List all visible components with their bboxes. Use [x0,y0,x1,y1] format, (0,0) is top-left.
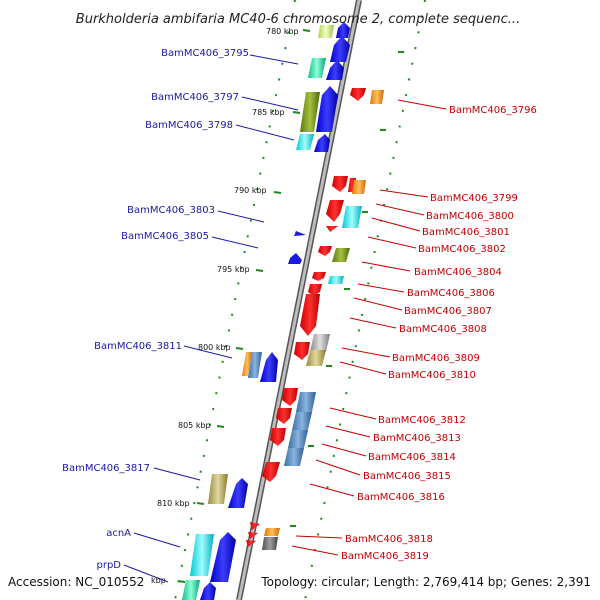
gene-arrow [314,134,330,152]
kbp-label-800: 800 kbp [198,343,231,352]
gene-label: BamMC406_3795 [161,48,249,59]
forward-strand-genes [182,22,350,600]
gene-arrow [294,231,306,236]
gene-feature [296,134,314,150]
gene-feature [342,206,362,228]
gene-arrow [228,478,248,508]
gene-label: BamMC406_3804 [414,267,502,278]
gene-label: BamMC406_3813 [373,433,461,444]
gene-label: BamMC406_3819 [341,551,429,562]
leader-lines-reverse [291,99,447,556]
gene-arrow [294,342,310,360]
map-title: Burkholderia ambifaria MC40-6 chromosome… [76,12,520,27]
gene-arrow [262,462,280,482]
gene-arrow [300,294,320,336]
topology-text: Topology: circular; Length: 2,769,414 bp… [260,575,591,589]
gene-feature [370,90,384,104]
gene-label: BamMC406_3805 [121,231,209,242]
gene-arrow [326,226,338,232]
gene-feature [332,248,350,262]
gene-arrow [260,352,278,382]
reverse-strand-genes [246,88,384,550]
gene-feature [284,448,304,466]
gene-arrow [332,176,348,192]
accession-text: Accession: NC_010552 [8,575,144,589]
gene-label: BamMC406_3810 [388,370,476,381]
gene-label: BamMC406_3798 [145,120,233,131]
gene-feature [306,350,326,366]
gene-label: BamMC406_3799 [430,193,518,204]
gene-arrow [316,86,338,132]
gene-arrow [200,582,216,600]
gene-label: BamMC406_3802 [418,244,506,255]
gene-label: BamMC406_3816 [357,492,445,503]
gene-feature [288,430,308,448]
gene-label: BamMC406_3807 [404,306,492,317]
gene-label: BamMC406_3803 [127,205,215,216]
gene-arrow [318,246,332,256]
gene-label: acnA [106,528,131,539]
gene-label: BamMC406_3811 [94,341,182,352]
kbp-label-795: 795 kbp [217,265,250,274]
gene-label: BamMC406_3814 [368,452,456,463]
gene-label: BamMC406_3812 [378,415,466,426]
gene-feature [300,92,320,132]
gene-feature [190,534,214,576]
gene-arrow [246,540,256,547]
gene-arrow [312,272,326,281]
kbp-label-810: 810 kbp [157,499,190,508]
gene-label: BamMC406_3796 [449,105,537,116]
gene-arrow [326,200,344,222]
gene-arrow [282,388,298,406]
gene-label: BamMC406_3801 [422,227,510,238]
leader-lines-forward [123,54,299,583]
kbp-label-815: kbp [151,576,166,585]
gene-feature [248,352,262,378]
gene-feature [182,580,200,600]
gene-arrow [336,22,350,38]
gene-arrow [330,36,350,62]
forward-gene-labels: BamMC406_3795 BamMC406_3797 BamMC406_379… [62,48,249,571]
gene-label: BamMC406_3797 [151,92,239,103]
gene-arrow [326,60,344,80]
gene-arrow [288,253,302,264]
gene-label: BamMC406_3800 [426,211,514,222]
gene-label: BamMC406_3815 [363,471,451,482]
reverse-gene-labels: BamMC406_3796 BamMC406_3799 BamMC406_380… [341,105,537,562]
gene-feature [262,537,278,550]
gene-feature [296,392,316,412]
gene-feature [328,276,344,284]
kbp-labels: 780 kbp 785 kbp 790 kbp 795 kbp 800 kbp … [151,27,299,585]
gene-arrow [350,88,366,101]
gene-feature [292,412,312,430]
kbp-label-790: 790 kbp [234,186,267,195]
gene-label: BamMC406_3818 [345,534,433,545]
gene-label: BamMC406_3817 [62,463,150,474]
gene-label: BamMC406_3808 [399,324,487,335]
guide-tracks [174,0,426,600]
gene-arrow [248,532,258,539]
kbp-label-780: 780 kbp [266,27,299,36]
gene-feature [264,528,280,536]
gene-arrow [270,428,286,446]
gene-feature [208,474,228,504]
gene-arrow [250,522,260,530]
gene-label: prpD [96,560,121,571]
gene-feature [352,180,366,194]
chromosome-backbone-highlight [237,0,361,600]
gene-arrow [210,532,236,582]
kbp-label-805: 805 kbp [178,421,211,430]
gene-feature [318,25,334,38]
scale-ticks [177,29,404,583]
kbp-label-785: 785 kbp [252,108,285,117]
gene-label: BamMC406_3809 [392,353,480,364]
gene-arrow [276,408,292,424]
gene-arrow [308,284,322,296]
gene-label: BamMC406_3806 [407,288,495,299]
gene-feature [242,352,252,376]
gene-feature [308,58,326,78]
gene-feature [310,334,330,352]
